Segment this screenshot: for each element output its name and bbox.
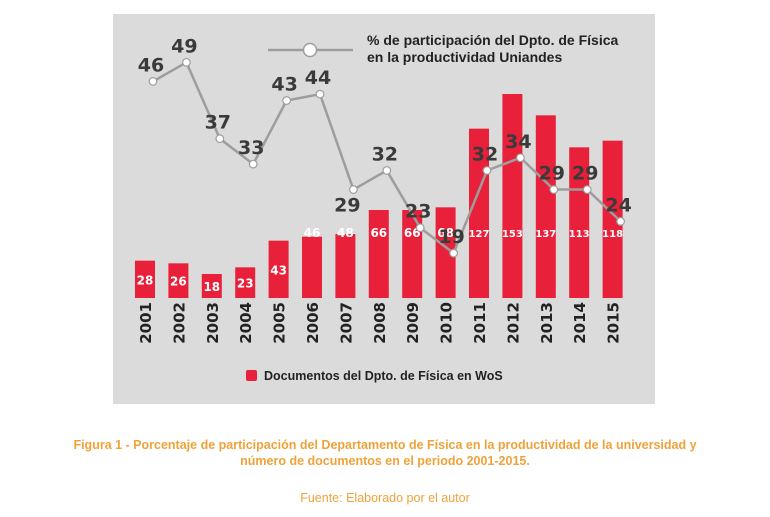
line-point [516,153,525,163]
bar-value-label: 48 [337,226,354,240]
x-tick-label: 2012 [504,302,522,344]
bar-value-label: 23 [237,277,254,291]
line-value-label: 19 [438,226,464,248]
line-point [616,216,626,226]
line-point [282,96,292,105]
x-tick-label: 2013 [538,302,556,344]
line-point [215,134,225,144]
x-tick-label: 2014 [571,302,589,344]
line-value-label: 24 [605,194,631,216]
bar [535,115,556,298]
bar [302,236,322,298]
line-point [449,248,459,258]
line-value-label: 32 [372,143,398,165]
x-tick-label: 2008 [371,302,389,344]
bar-value-label: 18 [203,280,220,294]
bar-legend: Documentos del Dpto. de Física en WoS [246,369,503,383]
figure-source: Fuente: Elaborado por el autor [300,491,470,505]
line-point [181,57,191,67]
bar [201,274,222,298]
bar [335,234,356,298]
bar [569,147,590,298]
x-tick-label: 2015 [605,302,623,344]
line-point [382,166,392,175]
bar [135,260,155,298]
bar-value-label: 153 [502,229,523,240]
x-tick-label: 2004 [237,302,255,344]
line-point [482,166,492,175]
bar [235,267,256,298]
bar-value-label: 28 [137,273,154,287]
x-tick-label: 2005 [271,302,289,344]
line-value-label: 37 [205,112,231,134]
x-tick-label: 2010 [438,302,456,344]
bar [602,140,623,298]
figure-caption: Figura 1 - Porcentaje de participación d… [0,437,770,469]
bar [402,210,423,298]
line-value-label: 44 [305,67,331,89]
bar-legend-label: Documentos del Dpto. de Física en WoS [264,369,503,383]
x-tick-label: 2002 [170,302,188,344]
line-legend: % de participación del Dpto. de Física e… [268,32,618,65]
line-legend-marker-dot [302,42,318,58]
line-point [348,185,358,194]
bar-value-label: 137 [535,229,556,240]
x-tick-label: 2009 [404,302,422,344]
line-point [549,185,559,194]
figure-caption-line-1: Figura 1 - Porcentaje de participación d… [73,438,697,452]
line-point [248,159,258,169]
bar-value-label: 46 [304,226,321,240]
line-point [315,89,325,99]
line-value-label: 34 [505,131,531,153]
line-legend-label-1: % de participación del Dpto. de Física [367,32,618,48]
bar [435,207,456,298]
line-point [148,77,158,86]
chart-panel: % de participación del Dpto. de Física e… [113,14,655,404]
bar [368,210,389,298]
line-value-label: 43 [271,74,297,96]
line-point [582,185,592,194]
line-value-label: 23 [405,201,431,223]
x-tick-label: 2006 [304,302,322,344]
bar-value-label: 118 [602,229,623,240]
bar-value-label: 127 [469,229,490,240]
x-tick-label: 2001 [137,302,155,344]
chart: % de participación del Dpto. de Física e… [135,32,632,383]
bar-legend-swatch [246,370,257,381]
bar-value-label: 113 [569,229,590,240]
bar [502,94,523,298]
line-value-label: 46 [138,54,164,76]
line-value-label: 33 [238,137,264,159]
bar [168,263,189,298]
x-tick-label: 2007 [337,302,355,344]
line-value-label: 29 [539,163,565,185]
bar-value-label: 68 [437,226,454,240]
bar-value-label: 43 [270,263,287,277]
bar [268,240,289,298]
line-point [415,223,425,233]
bar-value-label: 66 [370,226,387,240]
line-value-label: 29 [334,195,360,217]
line-value-label: 49 [171,35,197,57]
figure-caption-line-2: número de documentos en el periodo 2001-… [240,454,530,468]
line-value-label: 32 [472,143,498,165]
line-legend-label-2: en la productividad Uniandes [367,49,562,65]
x-tick-label: 2003 [204,302,222,344]
x-tick-label: 2011 [471,302,489,344]
bar-value-label: 26 [170,275,187,289]
line-value-label: 29 [572,163,598,185]
